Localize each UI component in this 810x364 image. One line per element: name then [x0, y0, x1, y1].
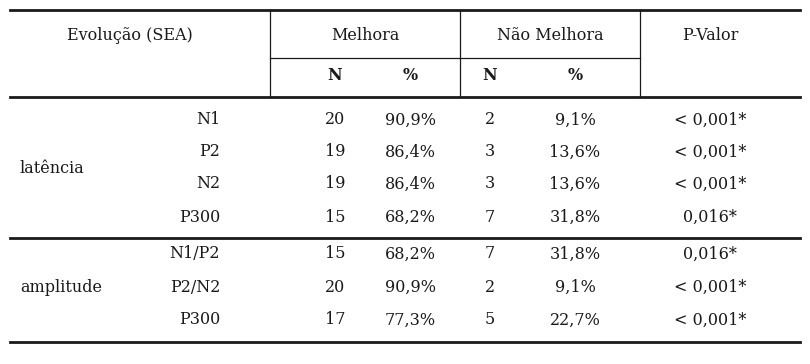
Text: 0,016*: 0,016* [683, 245, 737, 262]
Text: 86,4%: 86,4% [385, 143, 436, 161]
Text: < 0,001*: < 0,001* [674, 312, 746, 328]
Text: 31,8%: 31,8% [549, 245, 600, 262]
Text: %: % [403, 67, 418, 84]
Text: P300: P300 [179, 209, 220, 226]
Text: P2/N2: P2/N2 [169, 278, 220, 296]
Text: 17: 17 [325, 312, 345, 328]
Text: < 0,001*: < 0,001* [674, 111, 746, 128]
Text: 20: 20 [325, 111, 345, 128]
Text: latência: latência [20, 160, 85, 177]
Text: 7: 7 [485, 209, 495, 226]
Text: Evolução (SEA): Evolução (SEA) [67, 27, 193, 44]
Text: P-Valor: P-Valor [682, 27, 738, 44]
Text: 15: 15 [325, 209, 345, 226]
Text: 9,1%: 9,1% [555, 278, 595, 296]
Text: 90,9%: 90,9% [385, 278, 436, 296]
Text: 31,8%: 31,8% [549, 209, 600, 226]
Text: amplitude: amplitude [20, 278, 102, 296]
Text: N1: N1 [196, 111, 220, 128]
Text: 19: 19 [325, 175, 345, 193]
Text: 90,9%: 90,9% [385, 111, 436, 128]
Text: %: % [568, 67, 582, 84]
Text: 9,1%: 9,1% [555, 111, 595, 128]
Text: 13,6%: 13,6% [549, 143, 600, 161]
Text: 5: 5 [485, 312, 495, 328]
Text: Melhora: Melhora [330, 27, 399, 44]
Text: N: N [483, 67, 497, 84]
Text: N1/P2: N1/P2 [169, 245, 220, 262]
Text: 77,3%: 77,3% [385, 312, 436, 328]
Text: 2: 2 [485, 111, 495, 128]
Text: 2: 2 [485, 278, 495, 296]
Text: Não Melhora: Não Melhora [497, 27, 603, 44]
Text: 19: 19 [325, 143, 345, 161]
Text: N2: N2 [196, 175, 220, 193]
Text: 15: 15 [325, 245, 345, 262]
Text: 68,2%: 68,2% [385, 245, 436, 262]
Text: < 0,001*: < 0,001* [674, 278, 746, 296]
Text: P300: P300 [179, 312, 220, 328]
Text: 3: 3 [485, 175, 495, 193]
Text: 3: 3 [485, 143, 495, 161]
Text: P2: P2 [199, 143, 220, 161]
Text: < 0,001*: < 0,001* [674, 175, 746, 193]
Text: 86,4%: 86,4% [385, 175, 436, 193]
Text: 7: 7 [485, 245, 495, 262]
Text: N: N [328, 67, 343, 84]
Text: 68,2%: 68,2% [385, 209, 436, 226]
Text: 13,6%: 13,6% [549, 175, 600, 193]
Text: < 0,001*: < 0,001* [674, 143, 746, 161]
Text: 22,7%: 22,7% [549, 312, 600, 328]
Text: 0,016*: 0,016* [683, 209, 737, 226]
Text: 20: 20 [325, 278, 345, 296]
